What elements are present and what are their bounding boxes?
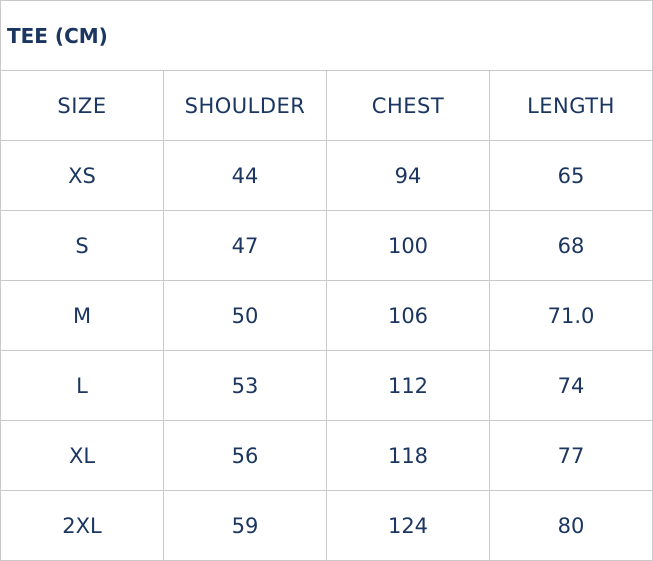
cell-shoulder: 56 bbox=[163, 420, 327, 491]
cell-size: S bbox=[0, 210, 164, 281]
cell-chest: 106 bbox=[326, 280, 490, 351]
cell-size: XS bbox=[0, 140, 164, 211]
table-title: TEE (CM) bbox=[0, 0, 653, 71]
cell-length: 77 bbox=[489, 420, 653, 491]
cell-shoulder: 47 bbox=[163, 210, 327, 281]
cell-length: 65 bbox=[489, 140, 653, 211]
header-shoulder: SHOULDER bbox=[163, 70, 327, 141]
cell-length: 80 bbox=[489, 490, 653, 561]
table-row: XL 56 118 77 bbox=[0, 420, 653, 491]
cell-length: 74 bbox=[489, 350, 653, 421]
header-size: SIZE bbox=[0, 70, 164, 141]
header-chest: CHEST bbox=[326, 70, 490, 141]
table-row: 2XL 59 124 80 bbox=[0, 490, 653, 561]
table-row: L 53 112 74 bbox=[0, 350, 653, 421]
cell-size: XL bbox=[0, 420, 164, 491]
cell-chest: 94 bbox=[326, 140, 490, 211]
cell-shoulder: 44 bbox=[163, 140, 327, 211]
cell-size: 2XL bbox=[0, 490, 164, 561]
table-row: S 47 100 68 bbox=[0, 210, 653, 281]
cell-chest: 118 bbox=[326, 420, 490, 491]
cell-chest: 124 bbox=[326, 490, 490, 561]
cell-shoulder: 50 bbox=[163, 280, 327, 351]
cell-chest: 112 bbox=[326, 350, 490, 421]
header-row: SIZE SHOULDER CHEST LENGTH bbox=[0, 70, 653, 141]
cell-shoulder: 53 bbox=[163, 350, 327, 421]
cell-size: M bbox=[0, 280, 164, 351]
table-row: XS 44 94 65 bbox=[0, 140, 653, 211]
table-row: M 50 106 71.0 bbox=[0, 280, 653, 351]
header-length: LENGTH bbox=[489, 70, 653, 141]
cell-size: L bbox=[0, 350, 164, 421]
title-row: TEE (CM) bbox=[0, 0, 653, 71]
cell-shoulder: 59 bbox=[163, 490, 327, 561]
cell-length: 71.0 bbox=[489, 280, 653, 351]
cell-chest: 100 bbox=[326, 210, 490, 281]
cell-length: 68 bbox=[489, 210, 653, 281]
